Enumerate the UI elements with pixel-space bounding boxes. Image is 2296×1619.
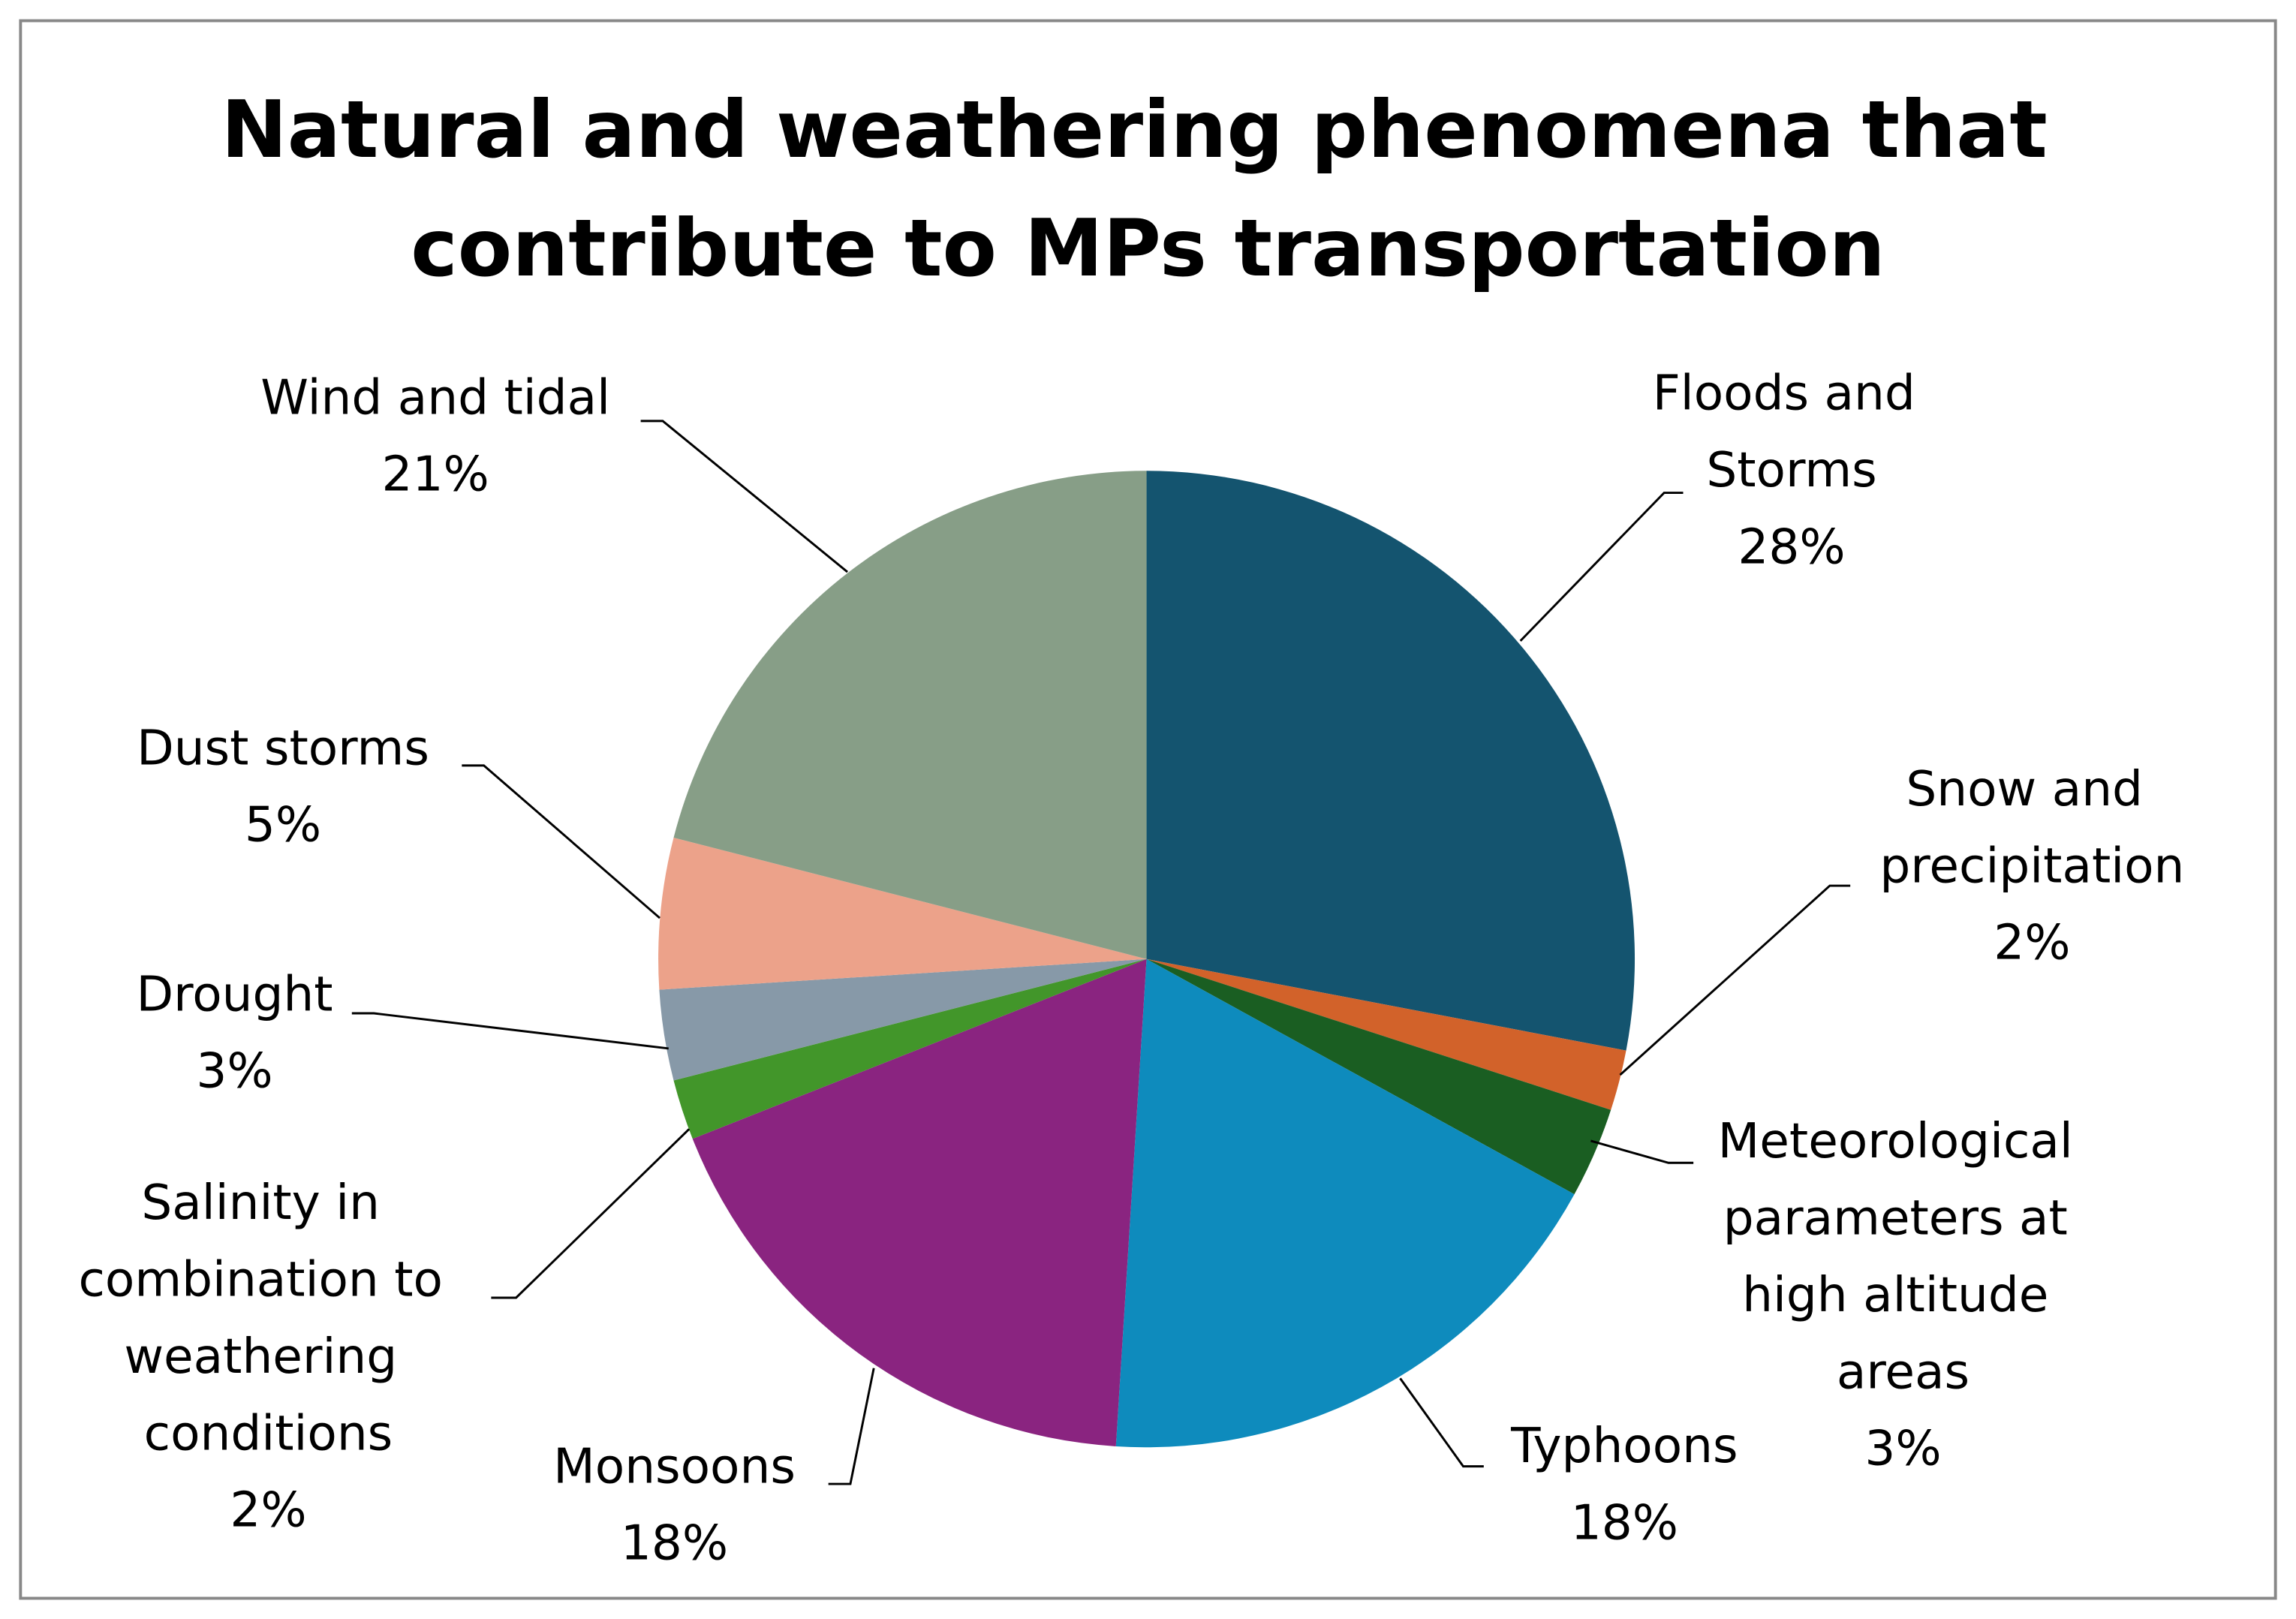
value-label: 21% xyxy=(382,447,489,503)
leader-line xyxy=(351,1012,669,1050)
leader-line xyxy=(640,420,848,573)
value-label: 3% xyxy=(196,1043,272,1100)
pie-slice xyxy=(673,958,1147,1139)
chart-title: Natural and weathering phenomena that co… xyxy=(221,83,2075,294)
value-label: 5% xyxy=(245,796,321,853)
leader-line xyxy=(1619,884,1851,1076)
leader-line xyxy=(1519,492,1684,642)
pie-slice xyxy=(1146,471,1635,1051)
value-label: 18% xyxy=(1571,1494,1678,1551)
value-label: 28% xyxy=(1738,519,1845,575)
pie-slice xyxy=(1146,958,1626,1110)
slice-label: Typhoons xyxy=(1510,1418,1738,1474)
pie-slice xyxy=(1115,958,1575,1448)
leader-line xyxy=(1399,1377,1484,1468)
slice-label: Snow and precipitation xyxy=(1879,761,2184,895)
value-label: 2% xyxy=(230,1482,306,1539)
slice-label: Wind and tidal xyxy=(260,369,610,426)
pie-slice xyxy=(658,837,1147,990)
slice-label: Salinity in combination to weathering co… xyxy=(78,1174,458,1461)
value-label: 18% xyxy=(621,1515,728,1572)
slice-label: Meteorological parameters at high altitu… xyxy=(1718,1112,2089,1400)
leader-line xyxy=(462,764,661,919)
leader-line xyxy=(1590,1139,1694,1164)
pie-slice xyxy=(673,471,1147,959)
pie-slice xyxy=(692,958,1147,1446)
slice-label: Floods and Storms xyxy=(1653,365,1931,498)
leader-line xyxy=(828,1368,875,1485)
leader-line xyxy=(491,1128,691,1299)
value-label: 3% xyxy=(1864,1421,1941,1477)
pie-slice xyxy=(1146,958,1611,1195)
slice-label: Drought xyxy=(137,966,333,1022)
slice-label: Dust storms xyxy=(137,720,429,776)
value-label: 2% xyxy=(1994,915,2070,971)
pie-slice xyxy=(659,958,1147,1081)
slice-label: Monsoons xyxy=(553,1438,796,1494)
